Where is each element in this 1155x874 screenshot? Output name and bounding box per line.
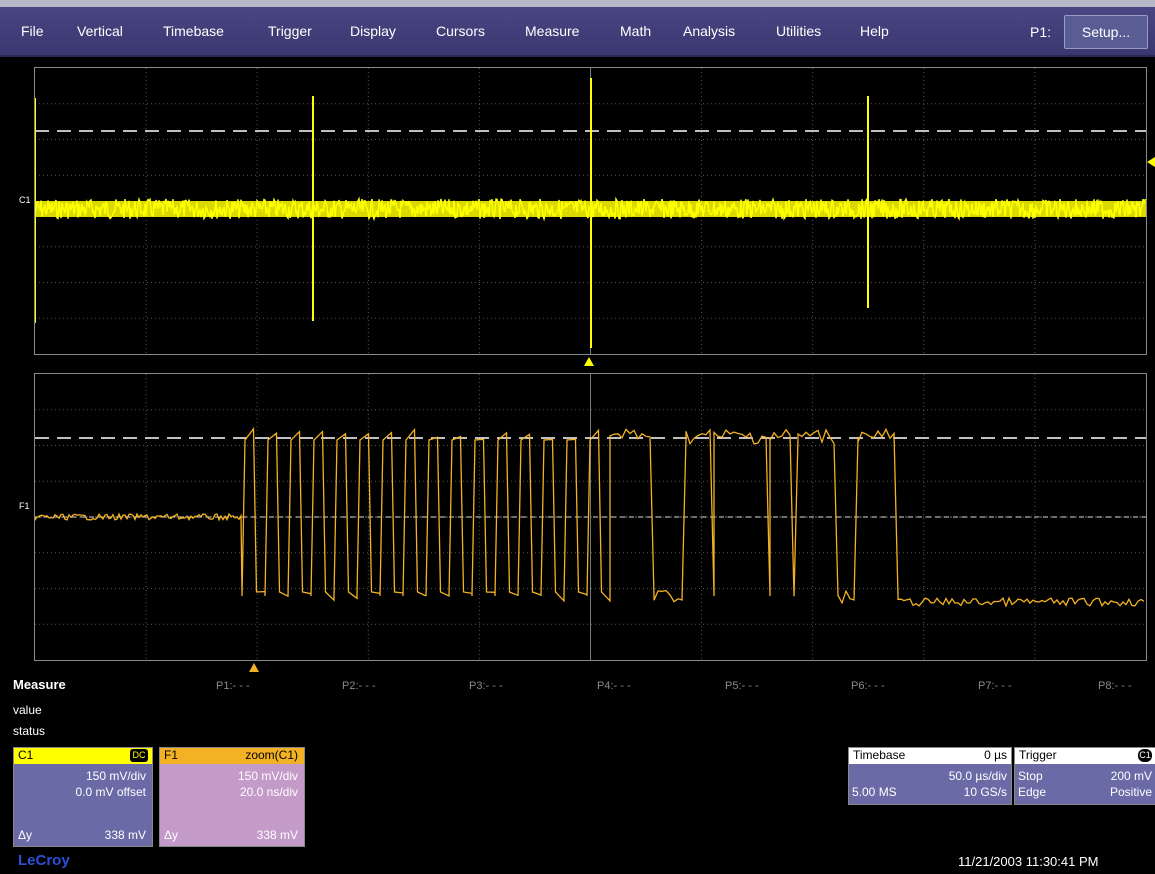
c1-descriptor-header: C1 DC (14, 748, 152, 764)
menu-analysis[interactable]: Analysis (683, 23, 736, 39)
param-p1[interactable]: P1:- - - (216, 680, 250, 692)
f1-descriptor-header: F1 zoom(C1) (160, 748, 304, 764)
trigger-position-arrow-icon (584, 357, 594, 366)
menu-trigger[interactable]: Trigger (268, 23, 312, 39)
c1-waveform (35, 68, 1146, 354)
c1-offset: 0.0 mV offset (75, 785, 146, 799)
c1-descriptor-box[interactable]: C1 DC 150 mV/div 0.0 mV offset Δy 338 mV (13, 747, 153, 847)
param-p6[interactable]: P6:- - - (851, 680, 885, 692)
f1-waveform (35, 374, 1146, 660)
timebase-tdiv: 50.0 µs/div (948, 769, 1007, 783)
c1-vdiv: 150 mV/div (85, 769, 146, 783)
menu-help[interactable]: Help (860, 23, 889, 39)
trigger-type: Edge (1018, 785, 1047, 799)
menu-bar: File Vertical Timebase Trigger Display C… (0, 7, 1155, 57)
f1-channel-label: F1 (19, 501, 30, 511)
zoom-position-arrow-icon (249, 663, 259, 672)
c1-dy-label: Δy (18, 828, 33, 842)
top-border (0, 0, 1155, 7)
param-p8[interactable]: P8:- - - (1098, 680, 1132, 692)
date-time: 11/21/2003 11:30:41 PM (958, 854, 1099, 869)
measure-value-label: value (13, 703, 42, 717)
trigger-slope: Positive (1109, 785, 1152, 799)
trigger-title: Trigger (1019, 748, 1057, 762)
f1-name: F1 (164, 748, 179, 762)
c1-dy-value: 338 mV (104, 828, 146, 842)
c1-name: C1 (18, 748, 34, 762)
menu-measure[interactable]: Measure (525, 23, 580, 39)
menu-vertical[interactable]: Vertical (77, 23, 123, 39)
timebase-delay: 0 µs (984, 748, 1007, 762)
f1-dy-label: Δy (164, 828, 179, 842)
c1-level-arrow-icon (1147, 157, 1155, 167)
f1-trace (35, 427, 1145, 608)
timebase-header: Timebase 0 µs (849, 748, 1011, 764)
f1-vdiv: 150 mV/div (237, 769, 298, 783)
measure-status-label: status (13, 724, 46, 738)
dc-coupling-icon: DC (130, 749, 148, 762)
c1-grid[interactable] (34, 67, 1147, 355)
menu-cursors[interactable]: Cursors (436, 23, 486, 39)
f1-descriptor-box[interactable]: F1 zoom(C1) 150 mV/div 20.0 ns/div Δy 33… (159, 747, 305, 847)
menu-file[interactable]: File (21, 23, 44, 39)
trigger-descriptor-box[interactable]: Trigger C1 Stop 200 mV Edge Positive (1014, 747, 1155, 805)
trigger-source-icon: C1 (1138, 749, 1152, 762)
f1-source: zoom(C1) (245, 748, 298, 762)
param-p3[interactable]: P3:- - - (469, 680, 503, 692)
param-p7[interactable]: P7:- - - (978, 680, 1012, 692)
menu-display[interactable]: Display (350, 23, 396, 39)
param-p5[interactable]: P5:- - - (725, 680, 759, 692)
menu-utilities[interactable]: Utilities (776, 23, 822, 39)
f1-dy-value: 338 mV (256, 828, 298, 842)
trigger-level: 200 mV (1110, 769, 1152, 783)
param-p4[interactable]: P4:- - - (597, 680, 631, 692)
timebase-samples: 5.00 MS (852, 785, 897, 799)
param-p2[interactable]: P2:- - - (342, 680, 376, 692)
timebase-title: Timebase (853, 748, 906, 762)
trigger-mode: Stop (1018, 769, 1043, 783)
f1-grid[interactable] (34, 373, 1147, 661)
timebase-rate: 10 GS/s (963, 785, 1007, 799)
menu-math[interactable]: Math (620, 23, 652, 39)
timebase-descriptor-box[interactable]: Timebase 0 µs 50.0 µs/div 5.00 MS 10 GS/… (848, 747, 1012, 805)
trigger-header: Trigger C1 (1015, 748, 1155, 764)
p1-label: P1: (1030, 24, 1052, 40)
measure-title: Measure (13, 677, 66, 692)
f1-tdiv: 20.0 ns/div (239, 785, 298, 799)
setup-button[interactable]: Setup... (1064, 15, 1148, 49)
menu-timebase[interactable]: Timebase (163, 23, 224, 39)
lecroy-logo: LeCroy (18, 852, 70, 869)
c1-channel-label: C1 (19, 195, 31, 205)
